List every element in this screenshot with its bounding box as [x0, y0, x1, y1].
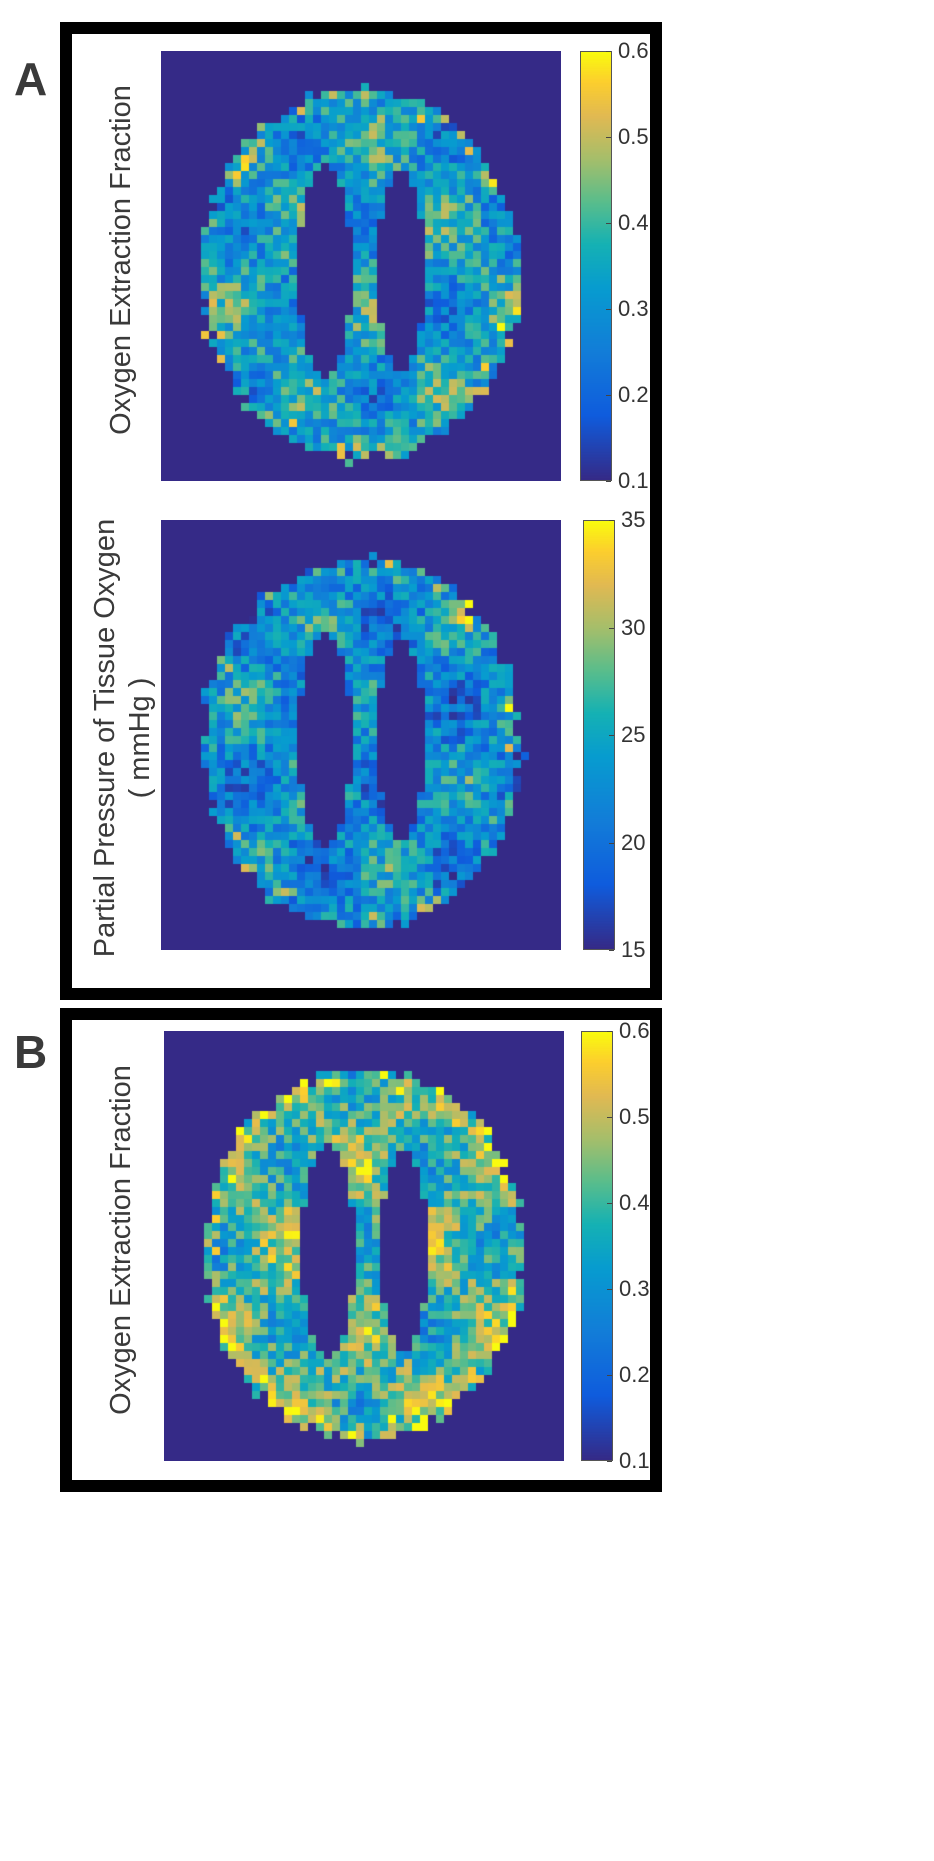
- colorbar-tick-mark: [607, 1117, 612, 1118]
- colorbar-tick-label: 0.2: [619, 1362, 650, 1387]
- colorbar-tick-mark: [607, 1375, 612, 1376]
- oef-brain-map-a: [161, 51, 561, 481]
- colorbar-tick-mark: [609, 520, 614, 521]
- colorbar-tick-label: 0.6: [619, 1018, 650, 1043]
- oef-colorbar-a: [580, 51, 612, 481]
- colorbar-tick-label: 0.3: [618, 296, 649, 321]
- colorbar-tick-label: 0.6: [618, 38, 649, 63]
- colorbar-tick-mark: [609, 842, 614, 844]
- colorbar-tick-label: 0.4: [618, 210, 649, 235]
- colorbar-tick-label: 35: [621, 507, 646, 532]
- colorbar-tick-mark: [606, 309, 611, 310]
- oef-axis-label-b: Oxygen Extraction Fraction: [104, 1060, 139, 1420]
- colorbar-tick-mark: [609, 950, 614, 951]
- panel-label-a: A: [14, 53, 48, 105]
- colorbar-tick-mark: [607, 1289, 612, 1290]
- colorbar-tick-label: 30: [621, 614, 646, 640]
- pto2-colorbar-a: [583, 520, 615, 950]
- oef-axis-label-a-text: Oxygen Extraction Fraction: [105, 85, 137, 435]
- pto2-axis-label-a-line2: ( mmHg ): [123, 677, 156, 799]
- colorbar-tick-mark: [609, 735, 614, 736]
- oef-brain-map-b: [164, 1031, 564, 1461]
- colorbar-tick-mark: [609, 627, 614, 629]
- colorbar-tick-mark: [606, 395, 611, 396]
- panel-label-b: B: [14, 1026, 48, 1078]
- colorbar-tick-label: 25: [621, 722, 646, 747]
- colorbar-tick-mark: [607, 1203, 612, 1204]
- pto2-axis-label-a-line1: Partial Pressure of Tissue Oxygen: [89, 518, 121, 958]
- oef-axis-label-a: Oxygen Extraction Fraction: [104, 80, 139, 440]
- oef-axis-label-b-text: Oxygen Extraction Fraction: [105, 1065, 137, 1415]
- colorbar-tick-label: 20: [621, 829, 646, 855]
- colorbar-tick-mark: [606, 223, 611, 224]
- pto2-brain-map-a: [161, 520, 561, 950]
- colorbar-tick-mark: [606, 51, 611, 52]
- colorbar-tick-label: 0.2: [618, 382, 649, 407]
- colorbar-tick-label: 0.3: [619, 1276, 650, 1301]
- oef-colorbar-b: [581, 1031, 613, 1461]
- colorbar-tick-label: 0.1: [619, 1448, 650, 1473]
- colorbar-tick-mark: [607, 1461, 612, 1462]
- colorbar-tick-label: 0.5: [619, 1104, 650, 1129]
- pto2-axis-label-a: Partial Pressure of Tissue Oxygen ( mmHg…: [88, 518, 158, 958]
- colorbar-tick-label: 0.4: [619, 1190, 650, 1215]
- colorbar-tick-mark: [606, 137, 611, 138]
- colorbar-tick-mark: [606, 481, 611, 482]
- colorbar-tick-label: 15: [621, 937, 646, 962]
- colorbar-tick-mark: [607, 1031, 612, 1032]
- colorbar-tick-label: 0.1: [618, 468, 649, 493]
- colorbar-tick-label: 0.5: [618, 124, 649, 149]
